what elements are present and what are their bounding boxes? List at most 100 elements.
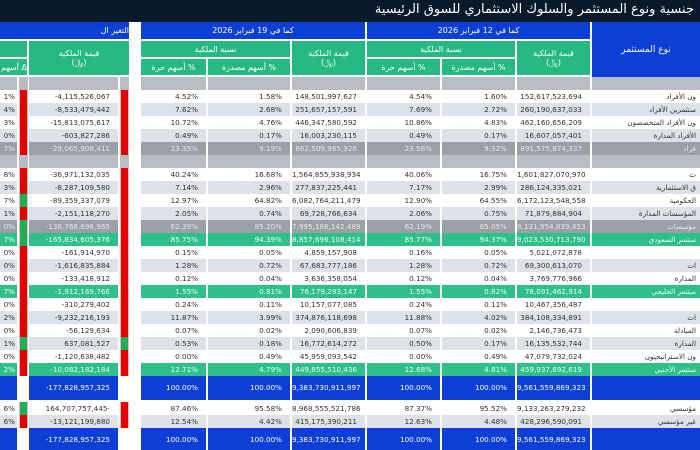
feb12-value-cell: 459,937,692,619 bbox=[517, 363, 590, 376]
feb19-value-cell: 2,090,606,839 bbox=[292, 324, 365, 337]
table-row: 10,467,356,487 0.11% 0.24% 10,157,077,085 0.… bbox=[0, 298, 700, 311]
table-row: 9,561,559,869,323 100.00% 100.00% 9,383,730… bbox=[0, 428, 700, 450]
feb12-issued-cell: 100.00% bbox=[442, 376, 515, 400]
feb19-value-cell: 16,003,230,115 bbox=[292, 129, 365, 142]
feb12-free-cell: 12.68% bbox=[367, 363, 440, 376]
table-row: 5,021,072,878 0.05% 0.16% 4,859,157,908 0.05… bbox=[0, 246, 700, 259]
feb12-free-cell: 100.00% bbox=[367, 428, 440, 450]
feb12-free-cell: 7.17% bbox=[367, 181, 440, 194]
table-row: ستثمر الأجنبي 459,937,692,619 4.81% 12.68% 4… bbox=[0, 363, 700, 376]
change-pct-cell bbox=[0, 376, 17, 400]
table-row: الأفراد المدارة 16,607,057,401 0.17% 0.49% 1… bbox=[0, 129, 700, 142]
feb12-value-cell: 462,160,656,209 bbox=[517, 116, 590, 129]
feb12-value-cell: 891,575,874,337 bbox=[517, 142, 590, 155]
feb19-value-cell bbox=[292, 77, 365, 90]
investor-type-cell: الأفراد المدارة bbox=[592, 129, 700, 142]
feb19-free-cell: 0.07% bbox=[141, 324, 206, 337]
feb19-free-cell: 40.24% bbox=[141, 168, 206, 181]
title-bar: جنسية ونوع المستثمر والسلوك الاستثماري ل… bbox=[0, 0, 700, 22]
feb19-free-cell: 12.71% bbox=[141, 363, 206, 376]
flag-placeholder bbox=[19, 155, 28, 168]
table-row: ستثمرين الأفراد 260,190,637,033 2.72% 7.69%… bbox=[0, 103, 700, 116]
feb19-free-cell: 7.62% bbox=[141, 103, 206, 116]
investor-type-cell: ت bbox=[592, 168, 700, 181]
feb12-issued-cell: 16.75% bbox=[442, 168, 515, 181]
value-change-indicator-icon bbox=[120, 246, 129, 259]
feb12-issued-cell: 0.17% bbox=[442, 337, 515, 350]
change-pct-cell bbox=[0, 428, 17, 450]
value-change-indicator-icon bbox=[120, 324, 129, 337]
change-pct-cell: 1% bbox=[0, 207, 17, 220]
feb19-issued-cell: 4.76% bbox=[208, 116, 290, 129]
feb12-issued-cell: 4.81% bbox=[442, 363, 515, 376]
decrease-indicator-icon bbox=[19, 324, 28, 337]
table-row: المدارة 16,135,532,744 0.17% 0.50% 16,772,61… bbox=[0, 337, 700, 350]
value-change-indicator-icon bbox=[120, 142, 129, 155]
feb12-value-cell: 3,769,776,966 bbox=[517, 272, 590, 285]
decrease-indicator-icon bbox=[19, 90, 28, 103]
feb19-issued-cell: 3.99% bbox=[208, 311, 290, 324]
decrease-indicator-icon bbox=[19, 272, 28, 285]
feb12-free-cell: 0.24% bbox=[367, 298, 440, 311]
feb12-free-cell: 10.86% bbox=[367, 116, 440, 129]
investor-type-cell: ستثمر الخليجي bbox=[592, 285, 700, 298]
investor-type-cell: ات bbox=[592, 311, 700, 324]
feb19-value-cell: 277,837,225,441 bbox=[292, 181, 365, 194]
feb19-value-cell: 862,509,965,926 bbox=[292, 142, 365, 155]
change-value-cell: -9,232,216,193 bbox=[29, 311, 118, 324]
feb12-value-cell bbox=[517, 77, 590, 90]
feb12-free-cell: 87.37% bbox=[367, 402, 440, 415]
feb19-free-cell: 0.53% bbox=[141, 337, 206, 350]
value-change-indicator-icon bbox=[120, 90, 129, 103]
feb19-free-cell: 0.00% bbox=[141, 350, 206, 363]
decrease-indicator-icon bbox=[19, 259, 28, 272]
change-pct-cell: 0% bbox=[0, 324, 17, 337]
change-pct-cell: 0% bbox=[0, 272, 17, 285]
feb19-issued-cell: 0.18% bbox=[208, 337, 290, 350]
feb12-issued-cell: 2.99% bbox=[442, 181, 515, 194]
value-change-indicator-icon bbox=[120, 233, 129, 246]
investor-type-cell: ستثمر الأجنبي bbox=[592, 363, 700, 376]
value-change-indicator-icon bbox=[120, 220, 129, 233]
column-gap bbox=[131, 22, 141, 450]
feb19-issued-cell: 2.96% bbox=[208, 181, 290, 194]
change-value-cell: -10,082,182,184 bbox=[29, 363, 118, 376]
feb19-issued-cell: 0.81% bbox=[208, 285, 290, 298]
feb19-value-cell: 415,175,390,211 bbox=[292, 415, 365, 428]
investor-type-cell bbox=[592, 428, 700, 450]
value-change-indicator-icon bbox=[120, 272, 129, 285]
feb19-free-cell: 100.00% bbox=[141, 428, 206, 450]
feb19-free-cell: 4.52% bbox=[141, 90, 206, 103]
investor-type-cell: المبادلة bbox=[592, 324, 700, 337]
feb19-value-cell: 9,383,730,911,997 bbox=[292, 428, 365, 450]
investor-type-cell: المؤسسات المدارة bbox=[592, 207, 700, 220]
investor-type-cell: مؤسسات bbox=[592, 220, 700, 233]
investor-type-cell: ون الاستراتيجيون bbox=[592, 350, 700, 363]
feb19-free-cell: 62.39% bbox=[141, 220, 206, 233]
change-pct-cell bbox=[0, 77, 17, 90]
feb19-value-cell bbox=[292, 155, 365, 168]
investor-type-cell: مؤسسي bbox=[592, 402, 700, 415]
feb12-free-cell: 12.63% bbox=[367, 415, 440, 428]
change-pct-cell: 0% bbox=[0, 129, 17, 142]
feb19-free-cell bbox=[141, 77, 206, 90]
feb19-issued-cell: 0.72% bbox=[208, 259, 290, 272]
header-investor-type: نوع المستثمر bbox=[592, 22, 700, 78]
change-pct-cell: 7% bbox=[0, 142, 17, 155]
feb12-value-cell: 16,607,057,401 bbox=[517, 129, 590, 142]
feb19-free-cell: 85.75% bbox=[141, 233, 206, 246]
value-change-indicator-icon bbox=[120, 311, 129, 324]
header-text: قيمة الملكية bbox=[533, 48, 574, 58]
feb19-value-cell: 69,728,766,634 bbox=[292, 207, 365, 220]
table-row: ات 384,108,334,891 4.02% 11.88% 374,876,118,… bbox=[0, 311, 700, 324]
feb19-issued-cell bbox=[208, 155, 290, 168]
feb19-value-cell: 9,383,730,911,997 bbox=[292, 376, 365, 400]
table-row: غير مؤسسي 428,296,590,091 4.48% 12.63% 415,1… bbox=[0, 415, 700, 428]
feb19-value-cell: 67,683,777,186 bbox=[292, 259, 365, 272]
feb12-value-cell: 47,079,732,024 bbox=[517, 350, 590, 363]
header-text: قيمة الملكية bbox=[308, 48, 349, 58]
value-change-indicator-icon bbox=[120, 103, 129, 116]
feb19-value-cell: 8,857,696,108,414 bbox=[292, 233, 365, 246]
header-period-feb12: كما في 12 فبراير 2026 bbox=[367, 22, 590, 39]
feb19-free-cell: 23.35% bbox=[141, 142, 206, 155]
